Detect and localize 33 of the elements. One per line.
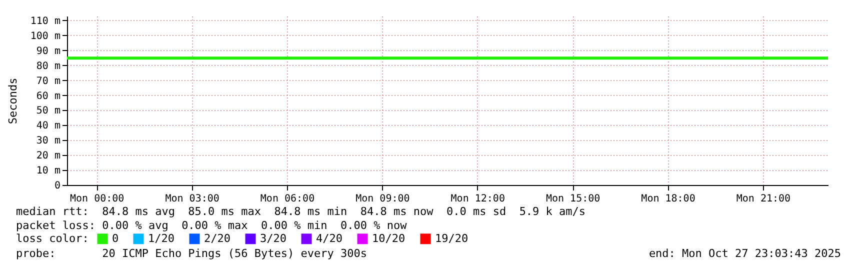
y-axis-title: Seconds	[6, 78, 20, 124]
y-tick-label: 20 m	[36, 150, 60, 162]
legend-label: 1/20	[148, 232, 174, 245]
y-tick-label: 80 m	[36, 60, 60, 72]
x-tick-label: Mon 12:00	[450, 194, 505, 204]
legend-label: 3/20	[260, 232, 286, 245]
y-tick-label: 70 m	[36, 76, 60, 87]
text: probe: 20 ICMP Echo Pings (56 Bytes) every 300s	[16, 247, 367, 260]
y-tick-label: 50 m	[36, 106, 60, 117]
x-tick-label: Mon 06:00	[260, 194, 315, 204]
text: median rtt: 84.8 ms avg 85.0 ms max 84.8 ms min 84.8 ms now 0.0 ms sd 5.9 k am/s	[16, 205, 586, 218]
legend-label: 10/20	[372, 232, 406, 245]
x-tick-label: Mon 09:00	[356, 194, 410, 204]
y-tick-label: 110 m	[30, 16, 60, 27]
y-tick-label: 10 m	[36, 166, 60, 177]
y-tick-label: 30 m	[36, 136, 60, 147]
y-tick-label: 0	[54, 180, 60, 192]
legend-label: 0	[112, 232, 119, 245]
y-tick-label: 60 m	[36, 90, 60, 102]
text: end: Mon Oct 27 23:03:43 2025	[648, 247, 841, 260]
legend-label: 19/20	[435, 232, 468, 245]
x-tick-label: Mon 03:00	[165, 194, 220, 204]
x-tick-label: Mon 18:00	[641, 194, 696, 204]
x-tick-label: Mon 15:00	[546, 194, 600, 204]
legend-label: 2/20	[204, 232, 230, 245]
legend-title: loss color:	[16, 232, 89, 245]
x-tick-label: Mon 21:00	[736, 194, 791, 204]
y-tick-label: 100 m	[30, 30, 60, 42]
x-tick-label: Mon 00:00	[70, 194, 124, 204]
y-tick-label: 90 m	[36, 46, 60, 57]
y-tick-label: 40 m	[36, 120, 60, 132]
legend-label: 4/20	[316, 232, 342, 245]
text: packet loss: 0.00 % avg 0.00 % max 0.00 % min 0.00 % now	[16, 219, 407, 232]
